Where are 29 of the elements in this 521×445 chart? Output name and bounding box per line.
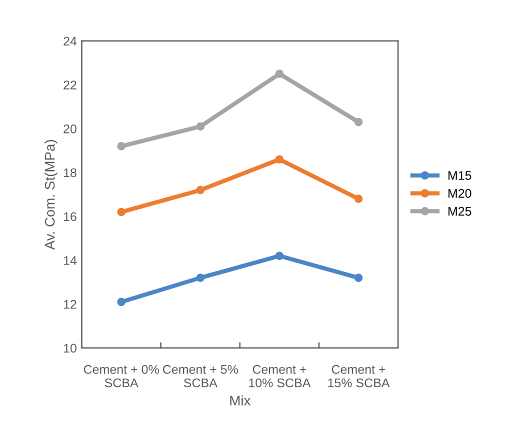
x-tick-label: Cement + 10% SCBA [249, 364, 311, 388]
y-tick-label: 20 [64, 124, 76, 134]
point [354, 274, 363, 282]
x-tick-label: Cement + 15% SCBA [328, 364, 390, 388]
point [196, 122, 205, 131]
point [354, 118, 363, 126]
legend-label: M20 [448, 188, 472, 198]
x-tick-label: Cement + 0% SCBA [84, 364, 159, 388]
y-tick-label: 14 [64, 256, 77, 265]
point [275, 252, 284, 260]
y-tick-label: 24 [64, 36, 77, 46]
point [354, 194, 363, 204]
y-tick-label: 12 [64, 300, 76, 309]
point [275, 70, 284, 78]
legend-label: M25 [448, 206, 472, 216]
point [275, 155, 284, 164]
point [117, 142, 126, 150]
x-axis-title: Mix [230, 395, 251, 406]
y-tick-label: 18 [64, 168, 76, 178]
y-tick-label: 22 [64, 80, 76, 90]
x-tick-label: Cement + 5% SCBA [162, 364, 238, 388]
point [117, 208, 126, 216]
y-tick-label: 10 [64, 344, 76, 353]
legend-label: M15 [448, 171, 472, 180]
point [196, 274, 205, 282]
y-axis-title: Av. Com. St(MPa) [44, 140, 58, 250]
y-tick-label: 16 [64, 212, 76, 222]
point [196, 186, 205, 194]
point [117, 298, 126, 306]
